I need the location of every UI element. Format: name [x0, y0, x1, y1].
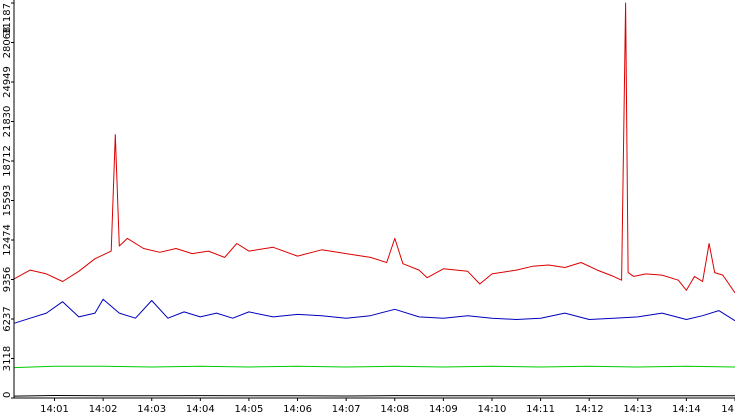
x-tick-label: 14:06: [283, 404, 312, 415]
x-tick-label: 14:13: [623, 404, 652, 415]
y-tick-label: 28068: [2, 27, 13, 59]
y-tick-label: 18712: [2, 145, 13, 177]
x-tick-label: 14:12: [575, 404, 604, 415]
x-tick-label: 14:11: [526, 404, 555, 415]
y-tick-label: 0: [2, 392, 13, 398]
y-tick-label: 9356: [2, 267, 13, 292]
x-tick-label: 14:01: [40, 404, 69, 415]
x-tick-label: 14:02: [89, 404, 118, 415]
x-tick-label: 14:07: [332, 404, 361, 415]
x-tick-label: 14:03: [137, 404, 166, 415]
y-tick-label: 24949: [2, 66, 13, 98]
series-layer: [13, 2, 735, 397]
x-tick-label: 14:09: [429, 404, 458, 415]
y-tick-label: 3118: [2, 346, 13, 371]
x-tick-label: 14:14: [672, 404, 701, 415]
x-tick-label: 14:10: [478, 404, 507, 415]
y-tick-group: 0 3118 6237 9356 12474 15593 18712 21830 24949 28…: [2, 2, 14, 399]
series-line-1: [13, 2, 735, 294]
x-tick-label: 14:08: [380, 404, 409, 415]
x-tick-label: 14: [721, 404, 734, 415]
x-tick-label: 14:05: [235, 404, 264, 415]
y-tick-label: 12474: [2, 224, 13, 256]
x-tick-group: 14:01 14:02 14:03 14:04 14:05 14:06 14:07 14:08…: [40, 398, 735, 415]
series-line-3: [13, 365, 735, 369]
series-line-2: [13, 298, 735, 324]
x-tick-label: 14:04: [186, 404, 215, 415]
y-tick-label: 15593: [2, 185, 13, 217]
series-line-4: [13, 395, 735, 397]
y-tick-label: 21830: [2, 106, 13, 138]
y-tick-label: 6237: [2, 306, 13, 331]
y-tick-label: 31187: [2, 3, 13, 35]
